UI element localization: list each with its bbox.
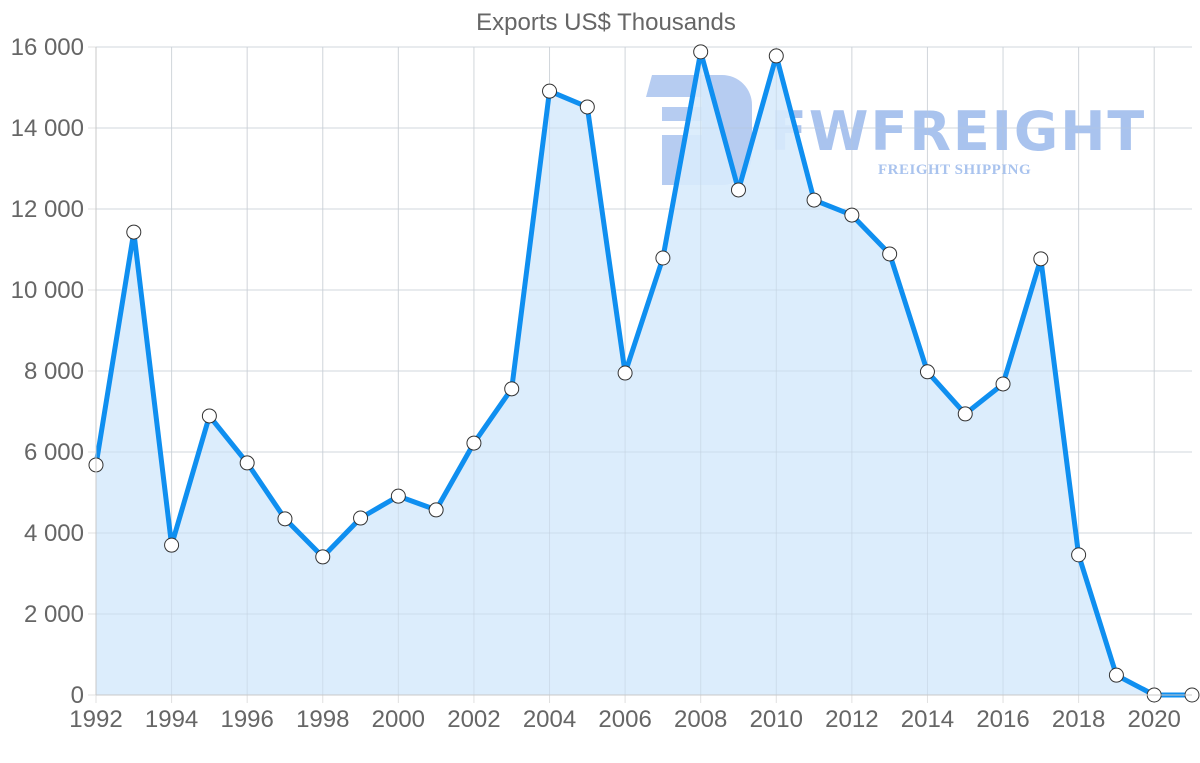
data-point-2000[interactable]: [390, 488, 406, 504]
y-tick-label: 14 000: [11, 115, 84, 142]
x-tick-label: 2002: [447, 706, 500, 733]
data-point-2003[interactable]: [504, 381, 520, 397]
x-tick-label: 2010: [750, 706, 803, 733]
x-tick-label: 2008: [674, 706, 727, 733]
x-tick-label: 2004: [523, 706, 576, 733]
y-tick-label: 16 000: [11, 34, 84, 61]
y-tick-label: 8 000: [24, 358, 84, 385]
y-tick-label: 12 000: [11, 196, 84, 223]
data-point-2019[interactable]: [1108, 667, 1124, 683]
data-point-2017[interactable]: [1033, 251, 1049, 267]
data-point-2015[interactable]: [957, 406, 973, 422]
chart-title: Exports US$ Thousands: [476, 9, 736, 36]
grid-lines-overlay: [95, 46, 1192, 696]
y-axis: 0 2 000 4 000 6 000 8 000 10 000 12 000 14 000 1…: [11, 34, 97, 709]
data-point-1999[interactable]: [353, 510, 369, 526]
data-point-1996[interactable]: [239, 455, 255, 471]
data-point-1995[interactable]: [201, 408, 217, 424]
data-point-2004[interactable]: [542, 83, 558, 99]
x-tick-label: 2014: [901, 706, 954, 733]
y-tick-label: 2 000: [24, 601, 84, 628]
data-point-2012[interactable]: [844, 207, 860, 223]
y-tick-label: 4 000: [24, 520, 84, 547]
data-point-2002[interactable]: [466, 435, 482, 451]
x-tick-label: 2006: [598, 706, 651, 733]
x-tick-label: 2020: [1128, 706, 1181, 733]
x-tick-label: 1994: [145, 706, 198, 733]
data-point-1998[interactable]: [315, 549, 331, 565]
exports-area-fill: [96, 51, 1192, 695]
x-tick-label: 2016: [976, 706, 1029, 733]
watermark-brand: FWFREIGHT: [770, 100, 1146, 163]
exports-line: [93, 49, 1192, 698]
x-tick-label: 2018: [1052, 706, 1105, 733]
data-point-2007[interactable]: [655, 250, 671, 266]
data-point-2011[interactable]: [806, 192, 822, 208]
data-point-2016[interactable]: [995, 376, 1011, 392]
y-tick-label: 10 000: [11, 277, 84, 304]
data-point-2009[interactable]: [730, 182, 746, 198]
x-tick-label: 2012: [825, 706, 878, 733]
x-tick-label: 1998: [296, 706, 349, 733]
data-point-markers: [88, 44, 1200, 703]
data-point-2013[interactable]: [882, 246, 898, 262]
data-point-2005[interactable]: [579, 99, 595, 115]
x-tick-label: 1996: [220, 706, 273, 733]
data-point-1993[interactable]: [126, 224, 142, 240]
data-point-2018[interactable]: [1071, 547, 1087, 563]
watermark-tagline: FREIGHT SHIPPING: [878, 162, 1031, 178]
data-point-2008[interactable]: [693, 44, 709, 60]
data-point-2014[interactable]: [919, 364, 935, 380]
data-point-2001[interactable]: [428, 502, 444, 518]
data-point-1997[interactable]: [277, 511, 293, 527]
x-tick-label: 1992: [69, 706, 122, 733]
data-point-1994[interactable]: [164, 537, 180, 553]
x-tick-label: 2000: [372, 706, 425, 733]
y-tick-label: 6 000: [24, 439, 84, 466]
y-tick-label: 0: [71, 682, 84, 709]
data-point-2010[interactable]: [768, 48, 784, 64]
x-axis: 1992 1994 1996 1998 2000 2002 2004 2006 2008 2010…: [69, 694, 1192, 733]
data-point-2006[interactable]: [617, 365, 633, 381]
